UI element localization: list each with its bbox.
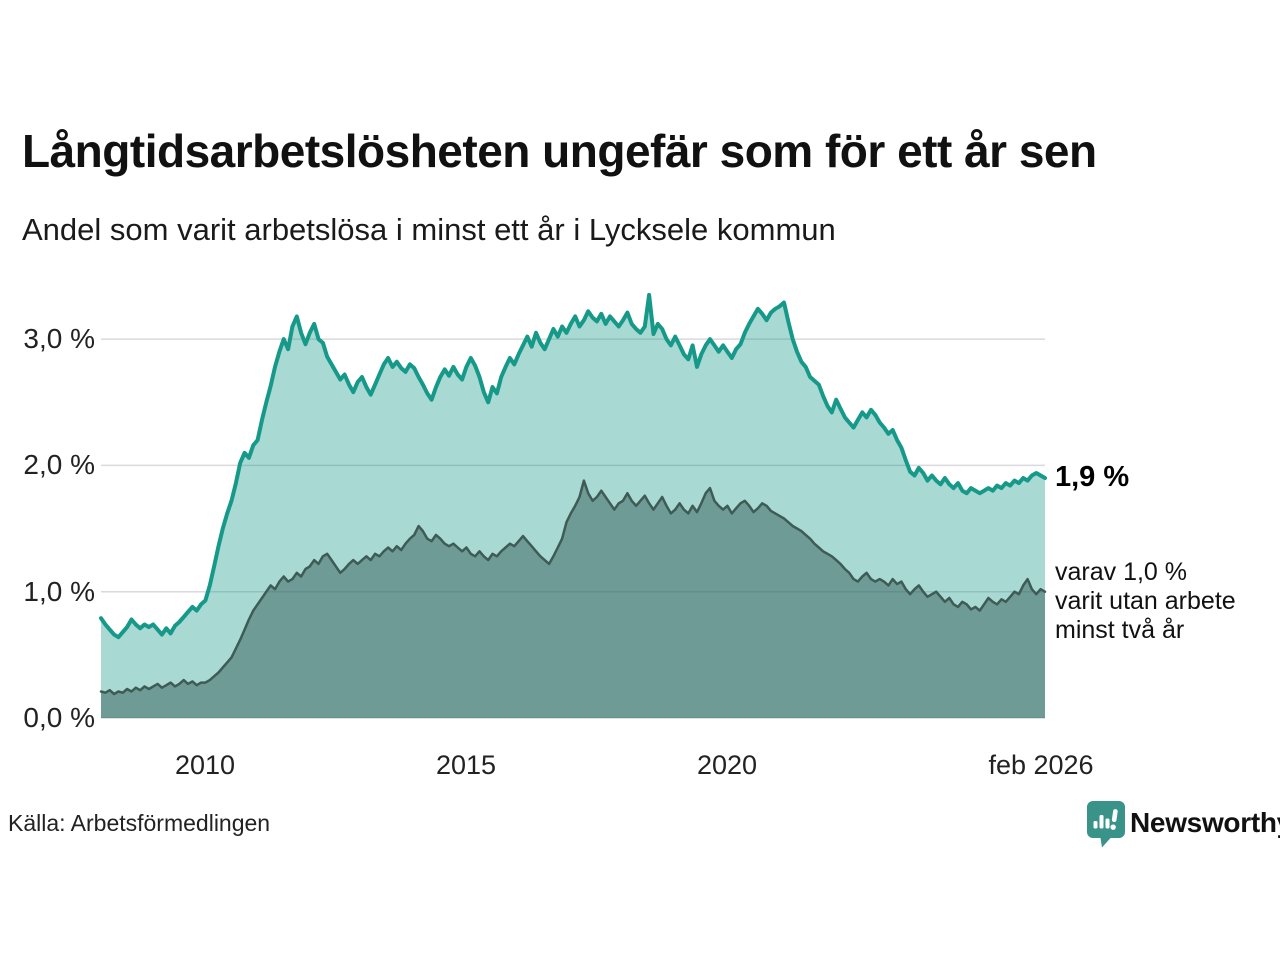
y-axis-tick-1: 1,0 % xyxy=(23,576,95,607)
series-area-1 xyxy=(101,480,1045,718)
secondary-series-annotation: varav 1,0 % varit utan arbete minst två … xyxy=(1055,558,1236,645)
series-line-0 xyxy=(99,292,1047,640)
x-axis-tick-feb-2026: feb 2026 xyxy=(988,750,1094,780)
source-caption: Källa: Arbetsförmedlingen xyxy=(8,810,271,836)
x-axis-tick-2010: 2010 xyxy=(174,750,236,780)
page-title: Långtidsarbetslösheten ungefär som för e… xyxy=(22,125,1097,177)
x-axis-tick-2015: 2015 xyxy=(435,750,497,780)
newsworthy-logo-text: Newsworthy xyxy=(1130,807,1280,838)
series-end-value-label: 1,9 % xyxy=(1055,461,1130,493)
x-axis-tick-2020: 2020 xyxy=(696,750,758,780)
annotation-line-1: varav 1,0 % xyxy=(1055,558,1188,586)
chart-subtitle: Andel som varit arbetslösa i minst ett å… xyxy=(22,212,836,247)
annotation-line-3: minst två år xyxy=(1055,616,1185,644)
series-line-1 xyxy=(99,479,1047,696)
newsworthy-logo: Newsworthy xyxy=(1086,800,1280,848)
annotation-line-2: varit utan arbete xyxy=(1055,587,1236,615)
newsworthy-logo-icon xyxy=(1087,801,1125,848)
y-axis-tick-3: 3,0 % xyxy=(23,323,95,354)
y-axis-tick-2: 2,0 % xyxy=(23,449,95,480)
y-axis-tick-0: 0,0 % xyxy=(23,702,95,733)
